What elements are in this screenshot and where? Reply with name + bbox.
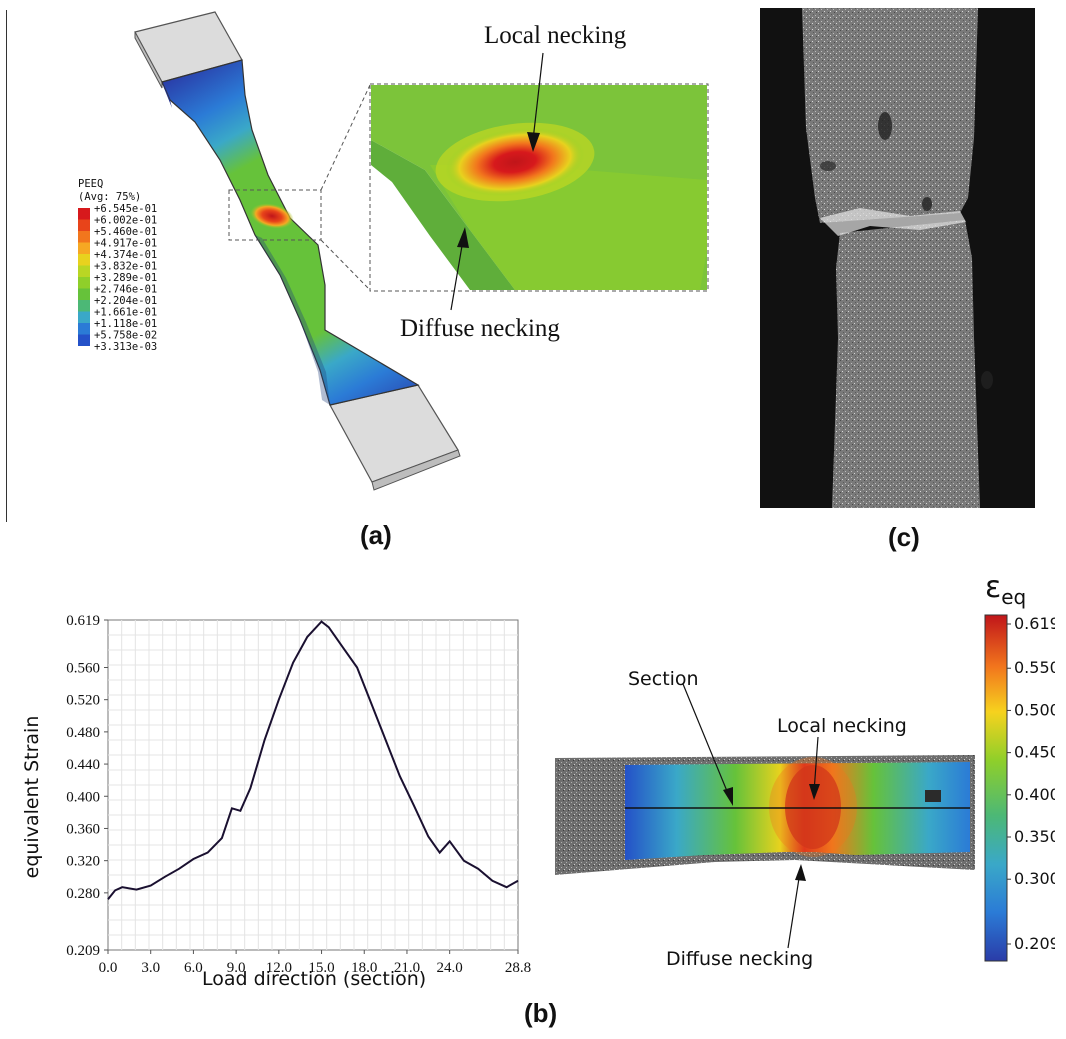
panel-a: PEEQ (Avg: 75%) +6.545e-01 +6.002e-01 +5.4… [0,0,740,522]
legend-value: +3.313e-03 [94,341,157,353]
colorbar-tick-label: 0.209 [1014,934,1055,953]
y-tick-label: 0.400 [66,789,100,805]
y-tick-label: 0.440 [66,757,100,773]
legend-value: +5.758e-02 [94,330,157,342]
colorbar-tick-label: 0.550 [1014,658,1055,677]
y-tick-label: 0.209 [66,943,100,959]
legend-value: +1.661e-01 [94,307,157,319]
fe-specimen-figure: PEEQ (Avg: 75%) +6.545e-01+6.002e-01+5.4… [78,11,709,491]
y-tick-label: 0.520 [66,693,100,709]
legend-swatch [78,323,90,335]
legend-swatch [78,277,90,289]
y-tick-label: 0.280 [66,886,100,902]
callout-diffuse-necking: Diffuse necking [400,315,560,342]
legend-value: +4.374e-01 [94,249,157,261]
strain-line-chart: 0.619 0.560 0.520 0.480 0.440 0.400 0.360 0.320… [66,613,531,976]
legend-value: +4.917e-01 [94,238,157,250]
legend-title: PEEQ [78,178,103,190]
callout-local-necking: Local necking [484,22,627,49]
x-tick-label: 21.0 [394,960,420,976]
legend-swatch [78,265,90,277]
dic-label-diffuse-necking: Diffuse necking [666,948,814,970]
colorbar-title-symbol: ε [985,570,1002,605]
fracture-micrograph [802,8,993,508]
colorbar-title: εeq [985,570,1026,609]
dic-label-local-necking: Local necking [777,715,907,737]
colorbar-ticks: 0.619 0.550 0.500 0.450 0.400 0.350 0.300 0.209 [1007,614,1055,953]
x-tick-label: 6.0 [184,960,203,976]
legend-swatch [78,334,90,346]
x-tick-label: 12.0 [266,960,292,976]
legend-subtitle: (Avg: 75%) [78,191,141,203]
legend-swatch [78,219,90,231]
chart-y-axis-label: equivalent Strain [21,715,43,879]
dic-strain-map: 0.619 0.550 0.500 0.450 0.400 0.350 0.300 0.209 [555,614,1055,962]
panel-b-label: (b) [524,998,558,1028]
y-tick-label: 0.320 [66,854,100,870]
x-tick-label: 0.0 [99,960,118,976]
legend-swatch [78,300,90,312]
fe-legend: +6.545e-01+6.002e-01+5.460e-01+4.917e-01… [78,203,157,353]
panel-b-dic: 0.619 0.550 0.500 0.450 0.400 0.350 0.300 0.209 [555,570,1055,1000]
legend-value: +5.460e-01 [94,226,157,238]
panel-c-label: (c) [888,522,920,552]
legend-swatch [78,311,90,323]
legend-swatch [78,254,90,266]
colorbar-tick-label: 0.450 [1014,743,1055,762]
x-tick-label: 3.0 [141,960,160,976]
colorbar-tick-label: 0.400 [1014,785,1055,804]
panel-a-label: (a) [360,520,392,550]
legend-swatch [78,288,90,300]
legend-value: +6.545e-01 [94,203,157,215]
colorbar-title-subscript: eq [1001,585,1027,609]
y-tick-label: 0.480 [66,725,100,741]
panel-b-chart: 0.619 0.560 0.520 0.480 0.440 0.400 0.360 0.320… [0,600,540,1000]
x-tick-label: 15.0 [308,960,334,976]
y-tick-label: 0.619 [66,613,100,629]
left-rule [6,10,7,522]
panel-c [760,8,1035,508]
dic-label-section: Section [628,668,699,690]
y-tick-label: 0.560 [66,660,100,676]
legend-value: +3.289e-01 [94,272,157,284]
x-tick-label: 9.0 [227,960,246,976]
legend-value: +1.118e-01 [94,318,157,330]
y-tick-label: 0.360 [66,821,100,837]
legend-value: +3.832e-01 [94,261,157,273]
colorbar-tick-label: 0.500 [1014,700,1055,719]
x-tick-label: 28.8 [505,960,531,976]
colorbar-tick-label: 0.300 [1014,869,1055,888]
legend-swatch [78,208,90,220]
strain-series-line [107,620,519,900]
legend-value: +2.746e-01 [94,284,157,296]
x-tick-label: 18.0 [351,960,377,976]
legend-swatch [78,231,90,243]
legend-swatch [78,242,90,254]
legend-value: +2.204e-01 [94,295,157,307]
colorbar-tick-label: 0.350 [1014,827,1055,846]
chart-x-axis-label: Load direction (section) [202,968,427,990]
colorbar-tick-label: 0.619 [1014,614,1055,633]
legend-value: +6.002e-01 [94,215,157,227]
x-tick-label: 24.0 [437,960,463,976]
